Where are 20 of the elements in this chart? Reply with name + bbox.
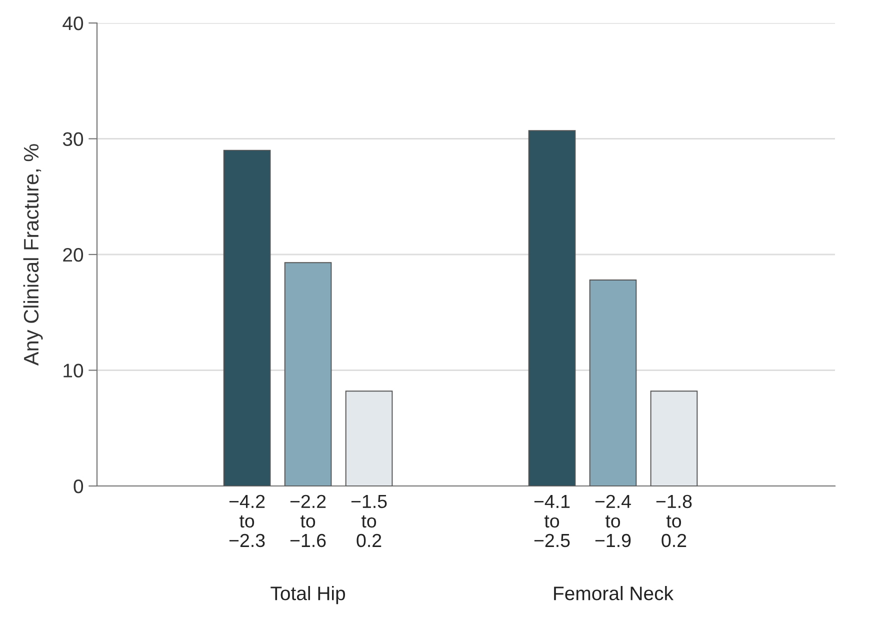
- x-tick-label: −1.8 to 0.2: [656, 494, 692, 548]
- text: Total Hip: [270, 586, 346, 604]
- y-tick-label: 30: [62, 132, 84, 146]
- x-tick-label: −1.5 to 0.2: [351, 495, 387, 548]
- bar: [589, 279, 637, 486]
- x-tick-label: −2.4 to −1.9: [595, 494, 631, 548]
- bar: [223, 150, 271, 486]
- y-tick-label: 0: [74, 479, 84, 494]
- y-axis-title: Any Clinical Fracture, %: [23, 144, 43, 366]
- y-tick-label: 40: [62, 16, 84, 30]
- y-tick-label: 20: [63, 248, 84, 262]
- bar: [284, 262, 332, 486]
- bar: [650, 390, 698, 486]
- x-tick-label: −4.1 to −2.5: [534, 495, 570, 548]
- text: Femoral Neck: [554, 586, 674, 600]
- y-tick-label: 10: [64, 364, 84, 378]
- bar: [528, 130, 576, 486]
- x-tick-label: −4.2 to −2.3: [229, 494, 265, 548]
- x-tick-label: −2.2 to −1.6: [290, 494, 326, 548]
- bar: [345, 390, 393, 486]
